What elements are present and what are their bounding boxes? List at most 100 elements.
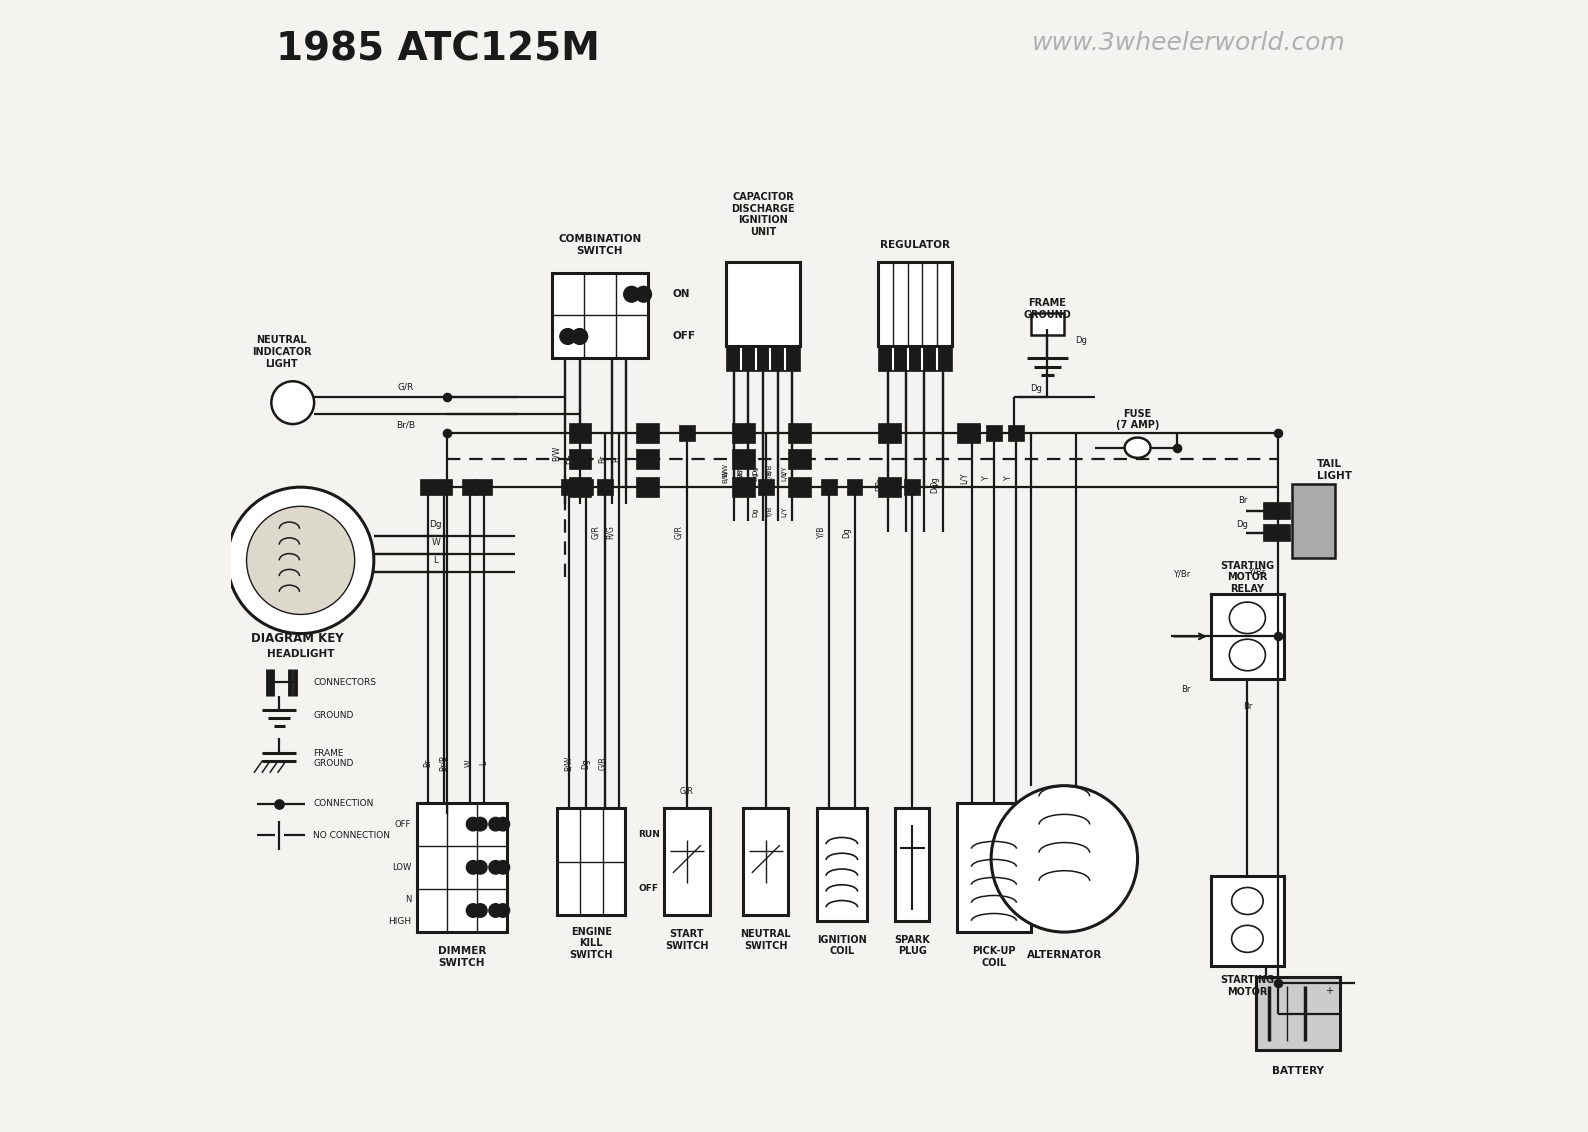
Bar — [726, 261, 800, 346]
Text: B/W: B/W — [564, 755, 573, 771]
Text: NEUTRAL
SWITCH: NEUTRAL SWITCH — [740, 929, 791, 951]
Text: OFF: OFF — [395, 820, 411, 829]
Text: L/Y: L/Y — [781, 471, 788, 481]
Text: DIAGRAM KEY: DIAGRAM KEY — [251, 632, 343, 645]
Bar — [664, 808, 710, 915]
Text: COMBINATION
SWITCH: COMBINATION SWITCH — [557, 234, 642, 256]
Point — [1266, 627, 1291, 645]
Bar — [551, 273, 648, 358]
Text: TAIL
LIGHT: TAIL LIGHT — [1316, 460, 1351, 481]
Text: ENGINE
KILL
SWITCH: ENGINE KILL SWITCH — [570, 927, 613, 960]
Text: L/Y: L/Y — [959, 472, 969, 483]
Circle shape — [572, 328, 588, 344]
Text: Br/B: Br/B — [395, 421, 414, 430]
Text: Br: Br — [875, 478, 885, 486]
Point — [435, 388, 461, 406]
Text: Br/B: Br/B — [737, 463, 743, 478]
Bar — [1008, 426, 1024, 441]
Text: G/R: G/R — [599, 756, 607, 770]
Text: W: W — [465, 760, 475, 766]
Circle shape — [473, 817, 488, 831]
Text: DIMMER
SWITCH: DIMMER SWITCH — [438, 946, 486, 968]
Bar — [1262, 524, 1289, 541]
Bar — [905, 479, 919, 495]
Text: STARTING
MOTOR
RELAY: STARTING MOTOR RELAY — [1220, 560, 1275, 594]
Text: STARTING
MOTOR: STARTING MOTOR — [1220, 976, 1275, 997]
Text: G/R: G/R — [591, 525, 600, 539]
Text: LOW: LOW — [392, 863, 411, 872]
Text: Y: Y — [912, 484, 921, 489]
Bar — [680, 426, 696, 441]
Text: L: L — [434, 556, 438, 565]
Bar — [896, 808, 929, 920]
Text: Y/B: Y/B — [767, 464, 773, 475]
Text: START
SWITCH: START SWITCH — [665, 929, 708, 951]
Text: L/Y: L/Y — [781, 507, 788, 517]
Circle shape — [473, 860, 488, 874]
Bar — [561, 479, 576, 495]
Bar — [958, 423, 980, 444]
Bar — [1256, 977, 1340, 1050]
Text: FRAME
GROUND: FRAME GROUND — [313, 749, 354, 769]
Text: NO CONNECTION: NO CONNECTION — [313, 831, 391, 840]
Text: OFF: OFF — [672, 332, 696, 342]
Text: W: W — [432, 538, 440, 547]
Text: REGULATOR: REGULATOR — [880, 240, 950, 250]
Text: CAPACITOR
DISCHARGE
IGNITION
UNIT: CAPACITOR DISCHARGE IGNITION UNIT — [730, 192, 796, 237]
Text: Dg: Dg — [931, 477, 939, 487]
Text: N: N — [405, 895, 411, 904]
Text: Y/Br: Y/Br — [1248, 567, 1266, 576]
Text: Y/B: Y/B — [767, 506, 773, 517]
Circle shape — [635, 286, 651, 302]
Text: B: B — [613, 456, 621, 462]
Bar — [788, 449, 811, 469]
Bar — [578, 479, 594, 495]
Circle shape — [495, 860, 510, 874]
Text: OFF: OFF — [638, 884, 659, 893]
Bar — [1293, 483, 1334, 558]
Circle shape — [467, 903, 480, 917]
Text: Dg: Dg — [753, 465, 757, 475]
Text: Br: Br — [894, 478, 902, 486]
Bar — [1031, 312, 1064, 335]
Text: G/R: G/R — [675, 525, 683, 539]
Text: RUN: RUN — [638, 831, 661, 840]
Text: Y/B: Y/B — [767, 470, 773, 481]
Text: SPARK
PLUG: SPARK PLUG — [894, 935, 931, 957]
Text: Y: Y — [1004, 475, 1013, 480]
Circle shape — [991, 786, 1137, 932]
Bar — [1262, 501, 1289, 518]
Text: B/W: B/W — [551, 446, 561, 461]
Text: Br: Br — [599, 455, 607, 463]
Text: Y/B: Y/B — [816, 526, 826, 539]
Circle shape — [561, 328, 576, 344]
Bar — [964, 426, 980, 441]
Circle shape — [473, 903, 488, 917]
Text: Br: Br — [875, 483, 885, 491]
Bar — [597, 479, 613, 495]
Circle shape — [489, 860, 502, 874]
Text: Dg: Dg — [931, 482, 939, 492]
Text: Y: Y — [981, 475, 991, 480]
Text: Dg: Dg — [429, 520, 441, 529]
Bar — [569, 477, 591, 497]
Point — [1266, 974, 1291, 992]
Text: Dg: Dg — [581, 757, 591, 769]
Text: www.3wheelerworld.com: www.3wheelerworld.com — [1032, 31, 1347, 55]
Bar — [878, 477, 900, 497]
Bar — [462, 479, 478, 495]
Text: HEADLIGHT: HEADLIGHT — [267, 649, 335, 659]
Text: Br: Br — [1181, 685, 1191, 694]
Point — [1266, 424, 1291, 443]
Text: Dg: Dg — [1031, 384, 1042, 393]
Text: 1985 ATC125M: 1985 ATC125M — [276, 31, 600, 69]
Text: FUSE
(7 AMP): FUSE (7 AMP) — [1116, 409, 1159, 430]
Circle shape — [489, 817, 502, 831]
Bar — [821, 479, 837, 495]
Point — [1164, 439, 1189, 457]
Text: Dg: Dg — [1075, 336, 1088, 345]
Point — [267, 795, 292, 813]
Bar — [557, 808, 626, 915]
Bar — [958, 803, 1031, 932]
Text: -: - — [1262, 986, 1267, 996]
